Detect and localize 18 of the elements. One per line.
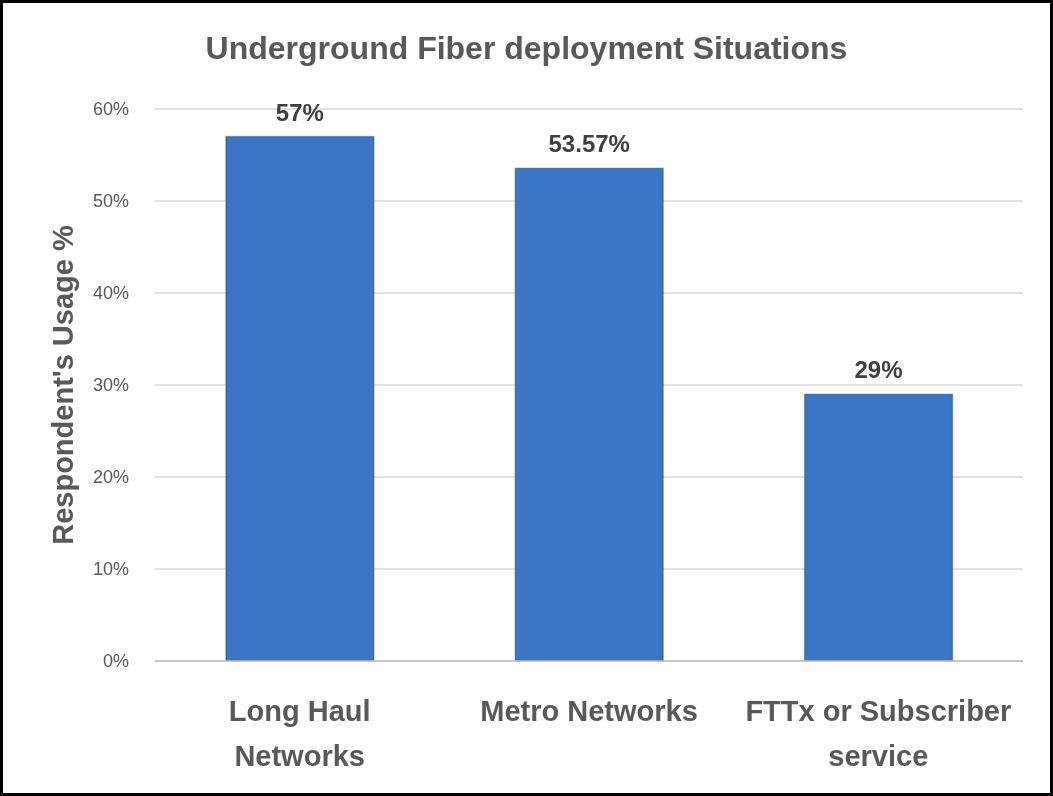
- bar: [225, 135, 375, 661]
- y-tick-label: 60%: [92, 99, 129, 120]
- y-tick-label: 0%: [102, 651, 129, 672]
- data-label: 57%: [275, 98, 324, 126]
- x-tick-label: Metro Networks: [480, 695, 698, 727]
- data-label: 53.57%: [548, 130, 630, 158]
- x-tick-label: Long Haul Networks: [228, 695, 371, 772]
- x-tick-label: FTTx or Subscriber service: [745, 695, 1012, 772]
- bar: [803, 393, 954, 661]
- y-axis-title: Respondent's Usage %: [46, 225, 80, 545]
- y-tick-label: 50%: [92, 191, 129, 212]
- bar: [514, 167, 664, 661]
- data-label: 29%: [854, 356, 903, 384]
- y-tick-label: 40%: [92, 283, 129, 304]
- y-tick-label: 30%: [92, 375, 129, 396]
- y-tick-label: 10%: [92, 559, 129, 580]
- chart-title: Underground Fiber deployment Situations: [204, 29, 849, 68]
- y-tick-label: 20%: [92, 467, 129, 488]
